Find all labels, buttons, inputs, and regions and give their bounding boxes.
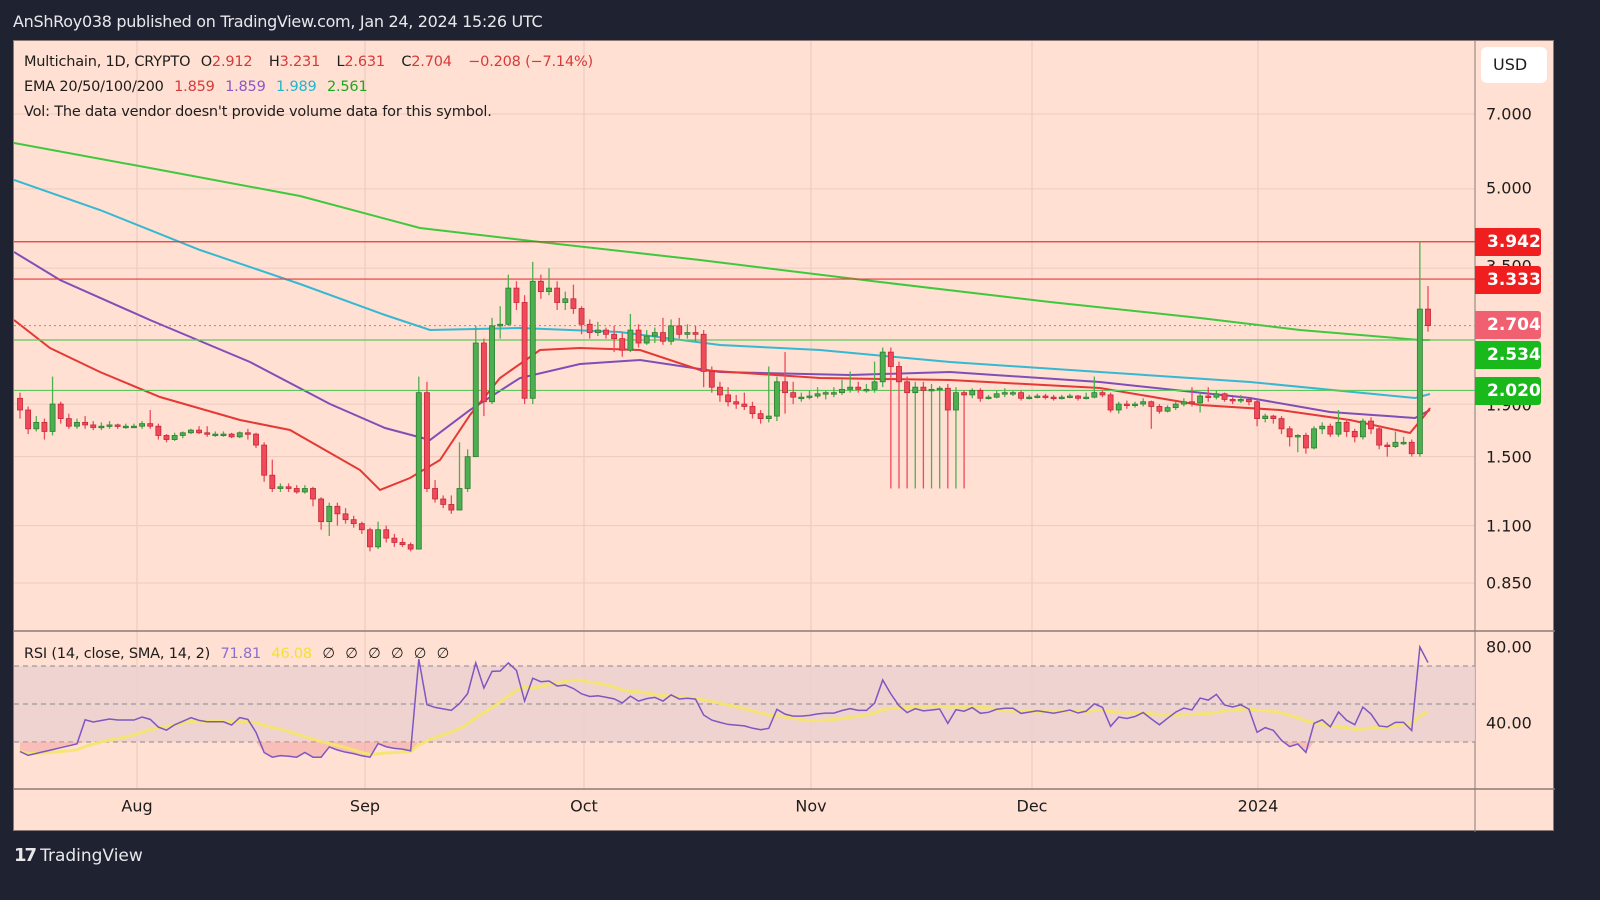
price-level-tag: 2.534 bbox=[1475, 341, 1541, 369]
rsi-empty-6: ∅ bbox=[436, 646, 450, 662]
month-label: Nov bbox=[795, 796, 827, 816]
price-level-tag: 2.020 bbox=[1475, 377, 1541, 405]
rsi-empty-4: ∅ bbox=[390, 646, 404, 662]
rsi-legend[interactable]: RSI (14, close, SMA, 14, 2) 71.81 46.08 … bbox=[24, 646, 455, 662]
price-level-tag: 3.942 bbox=[1475, 228, 1541, 256]
symbol-name: Multichain, 1D, CRYPTO bbox=[24, 54, 191, 70]
ema100-value: 1.989 bbox=[276, 79, 317, 95]
rsi-empty-5: ∅ bbox=[413, 646, 427, 662]
ema-label: EMA 20/50/100/200 bbox=[24, 79, 164, 95]
ema-legend[interactable]: EMA 20/50/100/200 1.859 1.859 1.989 2.56… bbox=[24, 79, 373, 95]
rsi-tick-label: 40.00 bbox=[1486, 713, 1532, 733]
change-value: −0.208 (−7.14%) bbox=[468, 54, 594, 70]
volume-legend: Vol: The data vendor doesn't provide vol… bbox=[24, 104, 492, 120]
rsi-empty-2: ∅ bbox=[345, 646, 358, 662]
open-value: 2.912 bbox=[211, 54, 253, 70]
rsi-label: RSI (14, close, SMA, 14, 2) bbox=[24, 646, 211, 662]
tradingview-logo[interactable]: 17 TradingView bbox=[14, 845, 143, 866]
ema20-value: 1.859 bbox=[174, 79, 215, 95]
price-tick-label: 1.500 bbox=[1486, 447, 1532, 467]
rsi-ma-value: 46.08 bbox=[271, 646, 312, 662]
symbol-legend: Multichain, 1D, CRYPTO O2.912 H3.231 L2.… bbox=[24, 54, 594, 70]
publisher-header: AnShRoy038 published on TradingView.com,… bbox=[13, 12, 543, 31]
close-value: 2.704 bbox=[411, 54, 452, 70]
rsi-tick-label: 80.00 bbox=[1486, 637, 1532, 657]
price-level-tag: 2.704 bbox=[1475, 311, 1541, 339]
price-level-tag: 3.333 bbox=[1475, 266, 1541, 294]
chart-canvas[interactable] bbox=[14, 41, 1555, 832]
low-value: 2.631 bbox=[344, 54, 385, 70]
rsi-empty-1: ∅ bbox=[322, 646, 335, 662]
price-tick-label: 7.000 bbox=[1486, 104, 1532, 124]
month-label: 2024 bbox=[1237, 796, 1279, 816]
price-tick-label: 1.100 bbox=[1486, 516, 1532, 536]
high-value: 3.231 bbox=[279, 54, 321, 70]
rsi-empty-3: ∅ bbox=[368, 646, 381, 662]
price-tick-label: 5.000 bbox=[1486, 178, 1532, 198]
rsi-value: 71.81 bbox=[220, 646, 261, 662]
month-label: Aug bbox=[121, 796, 153, 816]
month-label: Oct bbox=[570, 796, 598, 816]
chart-frame bbox=[13, 40, 1555, 832]
ema50-value: 1.859 bbox=[225, 79, 266, 95]
price-tick-label: 0.850 bbox=[1486, 573, 1532, 593]
month-label: Dec bbox=[1016, 796, 1048, 816]
currency-button[interactable]: USD bbox=[1481, 47, 1547, 83]
tradingview-logo-icon: 17 bbox=[14, 845, 37, 866]
ema200-value: 2.561 bbox=[326, 79, 368, 95]
month-label: Sep bbox=[349, 796, 381, 816]
tradingview-brand: TradingView bbox=[40, 845, 143, 866]
